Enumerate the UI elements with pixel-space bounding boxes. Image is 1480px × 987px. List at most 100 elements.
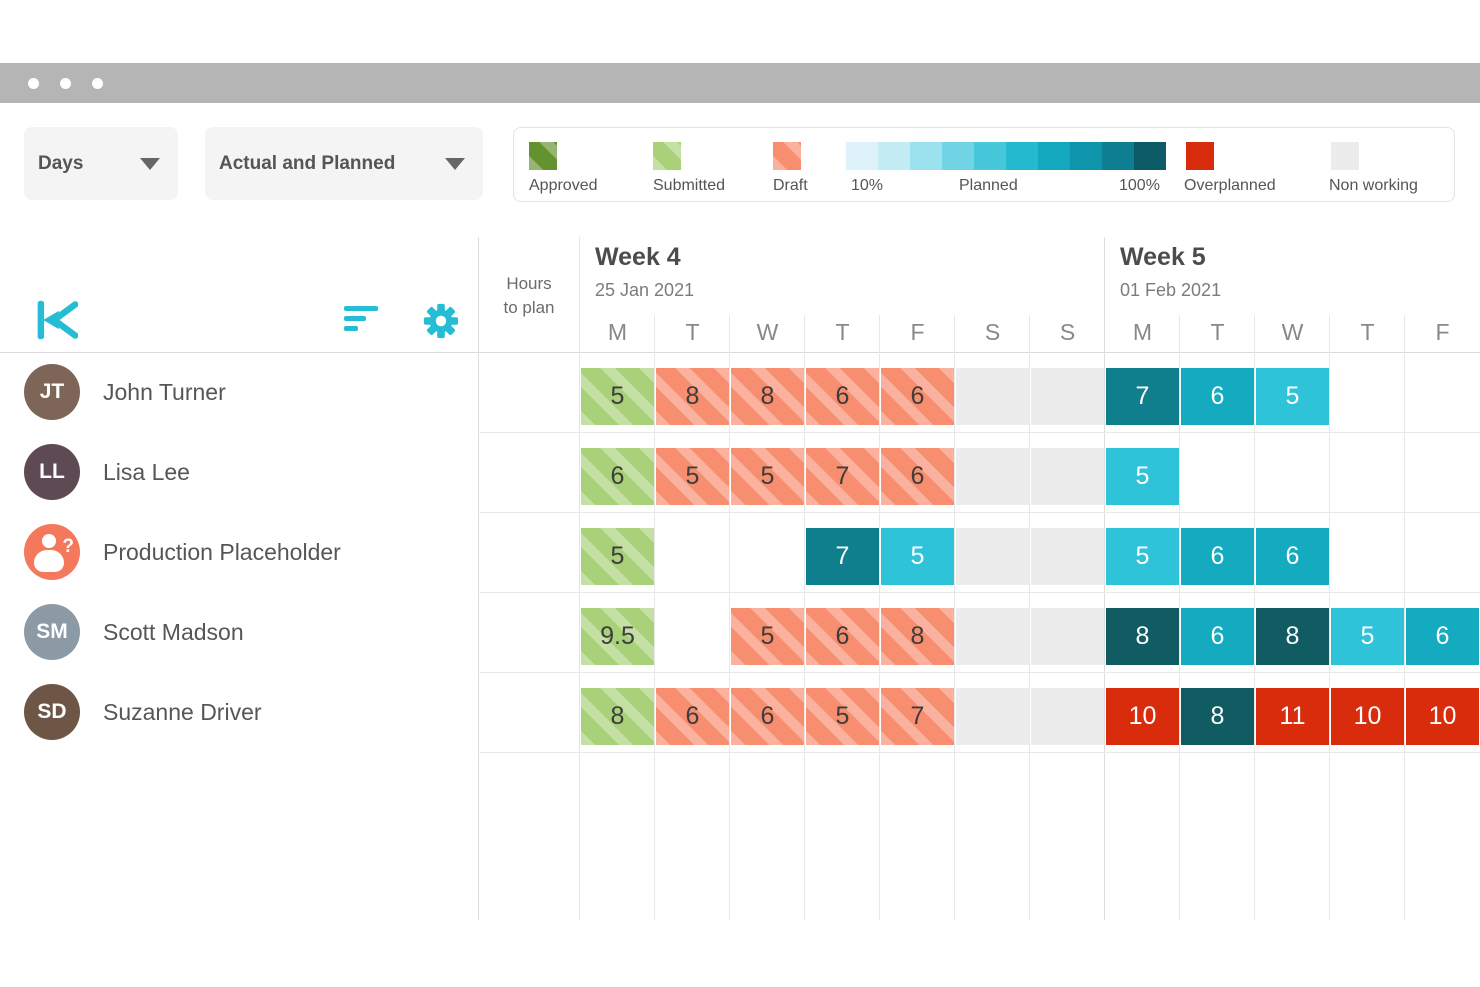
schedule-cell-planned[interactable]: 6 — [1181, 368, 1254, 425]
resource-row[interactable]: SM Scott Madson — [0, 592, 478, 672]
grid-row-line — [478, 512, 1480, 513]
grid-column-line — [1179, 315, 1180, 920]
schedule-cell-non-working[interactable] — [956, 448, 1029, 505]
resource-row[interactable]: JT John Turner — [0, 352, 478, 432]
schedule-cell-draft[interactable]: 8 — [731, 368, 804, 425]
schedule-cell-submitted[interactable]: 8 — [581, 688, 654, 745]
day-column-header: F — [1435, 319, 1450, 345]
settings-gear-icon[interactable] — [422, 302, 460, 340]
day-column-header: S — [984, 319, 1001, 345]
schedule-cell-draft[interactable]: 5 — [656, 448, 729, 505]
schedule-cell-draft[interactable]: 5 — [806, 688, 879, 745]
schedule-cell-planned[interactable]: 5 — [1256, 368, 1329, 425]
schedule-cell-overplanned[interactable]: 10 — [1106, 688, 1179, 745]
submitted-swatch — [653, 142, 681, 170]
schedule-cell-non-working[interactable] — [956, 688, 1029, 745]
schedule-cell-planned[interactable]: 8 — [1256, 608, 1329, 665]
view-mode-dropdown[interactable]: Actual and Planned — [205, 127, 483, 200]
timescale-dropdown-label: Days — [38, 152, 84, 174]
overplanned-swatch — [1186, 142, 1214, 170]
avatar: LL — [24, 444, 80, 500]
planned-gradient-step — [1134, 142, 1166, 170]
grid-hours-divider — [579, 237, 580, 920]
week-5-date: 01 Feb 2021 — [1120, 280, 1222, 300]
schedule-cell-draft[interactable]: 5 — [731, 608, 804, 665]
day-column-header: T — [835, 319, 850, 345]
schedule-cell-submitted[interactable]: 6 — [581, 448, 654, 505]
filter-icon[interactable] — [344, 306, 378, 336]
schedule-cell-draft[interactable]: 6 — [731, 688, 804, 745]
schedule-cell-non-working[interactable] — [1031, 688, 1104, 745]
schedule-cell-non-working[interactable] — [1031, 528, 1104, 585]
schedule-cell-draft[interactable]: 6 — [806, 608, 879, 665]
schedule-cell-planned[interactable]: 5 — [1331, 608, 1404, 665]
schedule-cell-non-working[interactable] — [956, 608, 1029, 665]
resource-name: Production Placeholder — [103, 539, 341, 565]
week-4-header: Week 4 25 Jan 2021 — [595, 243, 694, 301]
planned-min-label: 10% — [851, 177, 884, 194]
planned-gradient-step — [1038, 142, 1070, 170]
grid-panel-divider — [478, 237, 479, 920]
schedule-cell-non-working[interactable] — [1031, 368, 1104, 425]
schedule-cell-planned[interactable]: 8 — [1181, 688, 1254, 745]
schedule-cell-draft[interactable]: 6 — [881, 448, 954, 505]
schedule-cell-draft[interactable]: 6 — [881, 368, 954, 425]
schedule-cell-planned[interactable]: 6 — [1256, 528, 1329, 585]
legend-panel: Approved Submitted Draft 10% Planned 100… — [513, 127, 1455, 202]
schedule-cell-non-working[interactable] — [1031, 608, 1104, 665]
timescale-dropdown[interactable]: Days — [24, 127, 178, 200]
schedule-cell-planned[interactable]: 7 — [1106, 368, 1179, 425]
schedule-cell-overplanned[interactable]: 10 — [1406, 688, 1479, 745]
day-column-header: T — [1210, 319, 1225, 345]
schedule-cell-non-working[interactable] — [956, 368, 1029, 425]
planned-gradient-step — [846, 142, 878, 170]
schedule-cell-planned[interactable]: 5 — [1106, 528, 1179, 585]
planned-gradient-step — [910, 142, 942, 170]
schedule-cell-submitted[interactable]: 5 — [581, 528, 654, 585]
day-column-header: W — [756, 319, 779, 345]
resource-row[interactable]: ? Production Placeholder — [0, 512, 478, 592]
window-dot-icon — [92, 78, 103, 89]
week-4-title: Week 4 — [595, 243, 681, 271]
day-column-header: F — [910, 319, 925, 345]
question-mark-icon: ? — [62, 536, 74, 557]
planned-gradient-step — [878, 142, 910, 170]
schedule-cell-planned[interactable]: 7 — [806, 528, 879, 585]
grid-column-line — [654, 315, 655, 920]
resource-name: Lisa Lee — [103, 459, 190, 485]
schedule-cell-non-working[interactable] — [1031, 448, 1104, 505]
grid-column-line — [879, 315, 880, 920]
schedule-cell-overplanned[interactable]: 10 — [1331, 688, 1404, 745]
schedule-cell-overplanned[interactable]: 11 — [1256, 688, 1329, 745]
approved-label: Approved — [529, 177, 598, 194]
resource-name: John Turner — [103, 379, 226, 405]
schedule-cell-planned[interactable]: 8 — [1106, 608, 1179, 665]
planned-gradient-step — [1006, 142, 1038, 170]
grid-row-line — [478, 672, 1480, 673]
schedule-cell-submitted[interactable]: 9.5 — [581, 608, 654, 665]
resource-row[interactable]: SD Suzanne Driver — [0, 672, 478, 752]
schedule-cell-draft[interactable]: 6 — [806, 368, 879, 425]
schedule-cell-draft[interactable]: 7 — [806, 448, 879, 505]
submitted-label: Submitted — [653, 177, 726, 194]
grid-column-line — [1104, 237, 1105, 920]
schedule-cell-draft[interactable]: 8 — [881, 608, 954, 665]
resource-row[interactable]: LL Lisa Lee — [0, 432, 478, 512]
schedule-cell-non-working[interactable] — [956, 528, 1029, 585]
schedule-cell-draft[interactable]: 8 — [656, 368, 729, 425]
schedule-cell-draft[interactable]: 6 — [656, 688, 729, 745]
grid-row-line — [478, 592, 1480, 593]
day-column-header: S — [1059, 319, 1076, 345]
schedule-cell-submitted[interactable]: 5 — [581, 368, 654, 425]
person-icon — [34, 550, 64, 572]
schedule-cell-planned[interactable]: 5 — [881, 528, 954, 585]
schedule-cell-planned[interactable]: 6 — [1181, 528, 1254, 585]
schedule-cell-draft[interactable]: 7 — [881, 688, 954, 745]
schedule-cell-draft[interactable]: 5 — [731, 448, 804, 505]
grid-header-divider — [0, 352, 1480, 353]
schedule-cell-planned[interactable]: 6 — [1181, 608, 1254, 665]
week-5-header: Week 5 01 Feb 2021 — [1120, 243, 1221, 301]
schedule-cell-planned[interactable]: 5 — [1106, 448, 1179, 505]
schedule-cell-planned[interactable]: 6 — [1406, 608, 1479, 665]
